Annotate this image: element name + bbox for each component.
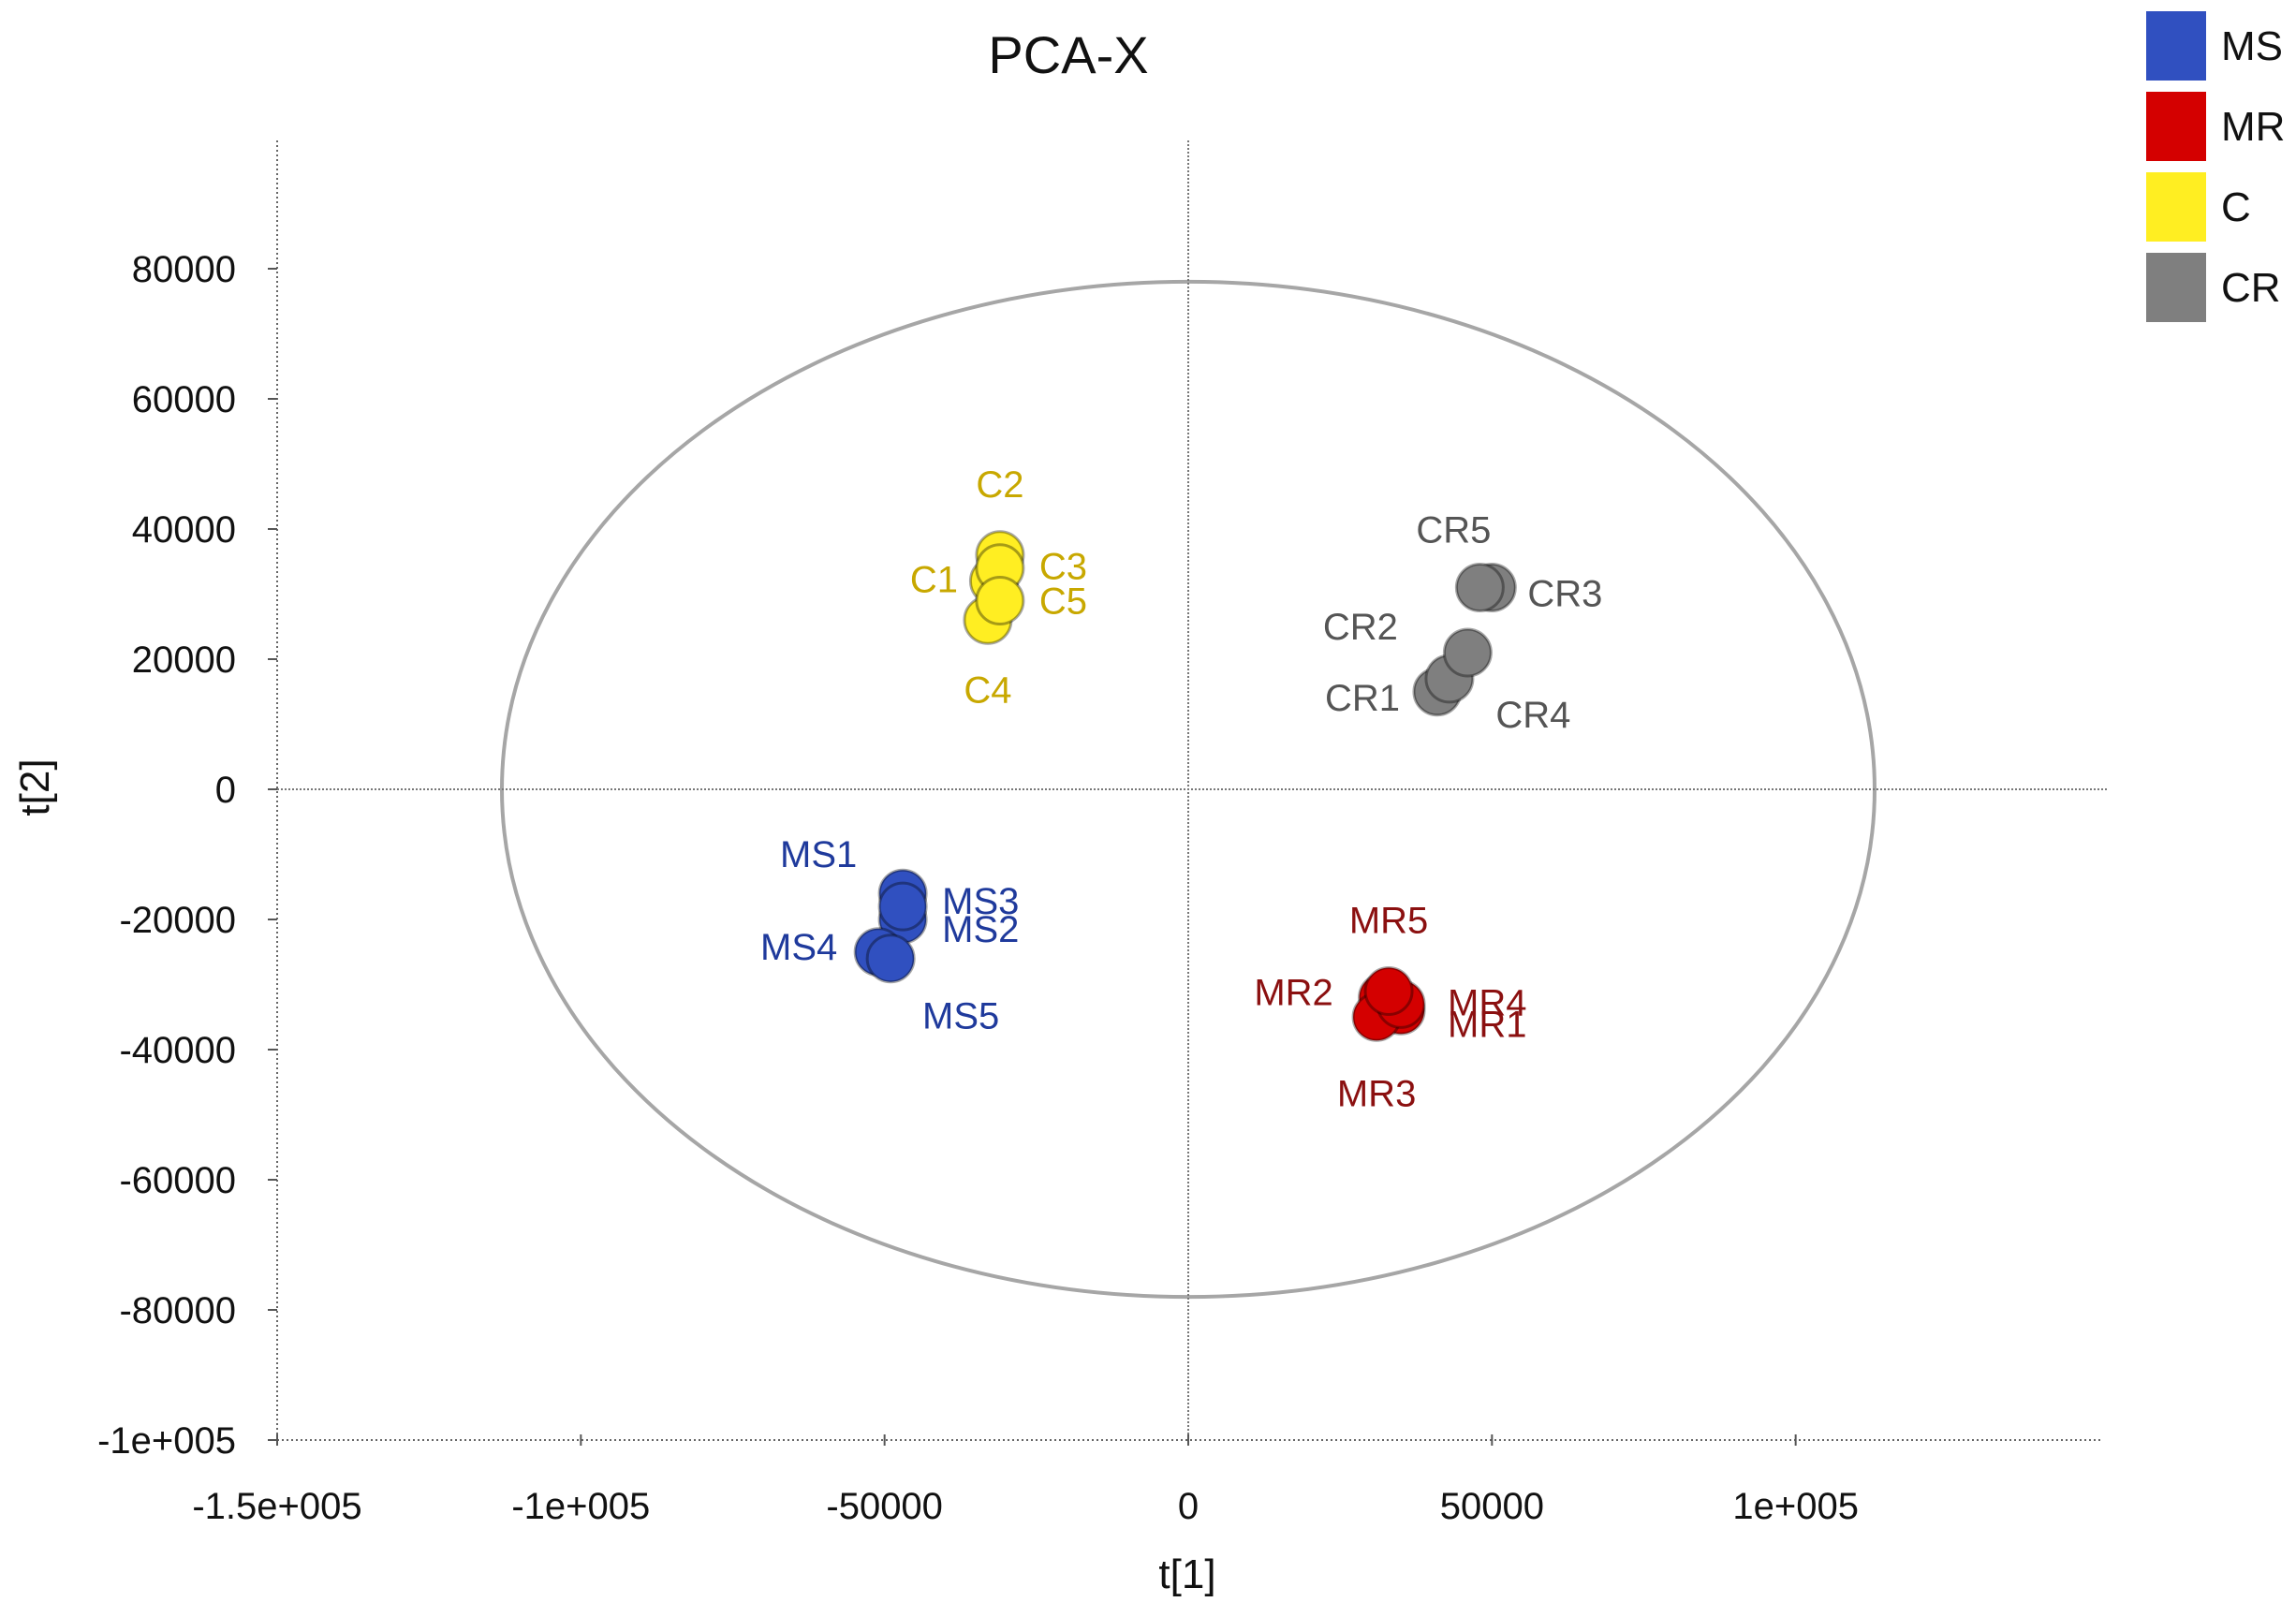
y-tick-label: -1e+005: [97, 1420, 236, 1462]
point-label-c4: C4: [964, 669, 1011, 711]
point-label-ms2: MS2: [942, 909, 1019, 950]
point-label-mr1: MR1: [1448, 1004, 1526, 1045]
legend-label-cr: CR: [2221, 265, 2281, 311]
point-ms5: [865, 933, 916, 984]
y-tick-label: -20000: [119, 900, 236, 941]
legend-label-ms: MS: [2221, 23, 2283, 69]
zero-lines: [277, 140, 2109, 1440]
y-tick-label: -60000: [119, 1160, 236, 1201]
point-c5: [975, 575, 1025, 625]
point-cr4: [1442, 627, 1493, 678]
legend-swatch-c: [2146, 172, 2206, 242]
y-tick-label: 80000: [132, 249, 236, 290]
legend: MS MR C CR: [2146, 11, 2285, 322]
point-label-cr4: CR4: [1495, 695, 1570, 736]
point-label-ms5: MS5: [922, 996, 999, 1037]
axes: [276, 140, 2102, 1442]
y-tick-label: 20000: [132, 639, 236, 681]
point-label-mr2: MR2: [1254, 972, 1332, 1013]
x-tick-label: -1.5e+005: [192, 1486, 361, 1527]
x-tick-label: 1e+005: [1732, 1486, 1859, 1527]
point-label-c5: C5: [1039, 581, 1087, 622]
point-label-mr4: MR4: [1448, 982, 1526, 1023]
y-tick-label: -40000: [119, 1030, 236, 1071]
legend-swatch-cr: [2146, 253, 2206, 322]
legend-label-c: C: [2221, 184, 2251, 230]
x-axis-title: t[1]: [1158, 1551, 1215, 1597]
points: [853, 530, 1517, 1042]
chart-title: PCA-X: [988, 25, 1148, 84]
point-cr5: [1454, 563, 1505, 613]
legend-swatch-ms: [2146, 11, 2206, 81]
x-tick-label: 0: [1178, 1486, 1199, 1527]
x-tick-label: -50000: [826, 1486, 943, 1527]
point-label-c3: C3: [1039, 547, 1087, 588]
y-tick-label: 60000: [132, 379, 236, 420]
y-tick-label: 0: [215, 770, 236, 811]
point-label-mr3: MR3: [1337, 1073, 1416, 1114]
point-label-mr5: MR5: [1349, 900, 1428, 941]
y-tick-label: -80000: [119, 1290, 236, 1331]
point-label-ms3: MS3: [942, 881, 1019, 922]
ticks: -1.5e+005 -1e+005 -50000 0 50000 1e+005 80000 6…: [97, 249, 1859, 1527]
x-tick-label: 50000: [1440, 1486, 1544, 1527]
point-label-cr3: CR3: [1527, 574, 1602, 615]
y-tick-label: 40000: [132, 509, 236, 551]
point-ms3: [877, 881, 928, 932]
point-label-cr1: CR1: [1325, 678, 1400, 719]
point-label-ms4: MS4: [760, 927, 837, 968]
point-label-c1: C1: [910, 560, 958, 601]
point-label-cr5: CR5: [1416, 510, 1491, 551]
point-mr5: [1363, 965, 1414, 1016]
point-label-cr2: CR2: [1323, 607, 1398, 648]
x-tick-label: -1e+005: [511, 1486, 650, 1527]
legend-label-mr: MR: [2221, 104, 2285, 150]
legend-swatch-mr: [2146, 92, 2206, 161]
y-axis-title: t[2]: [12, 758, 58, 816]
point-label-ms1: MS1: [780, 834, 857, 875]
point-label-c2: C2: [976, 464, 1023, 506]
